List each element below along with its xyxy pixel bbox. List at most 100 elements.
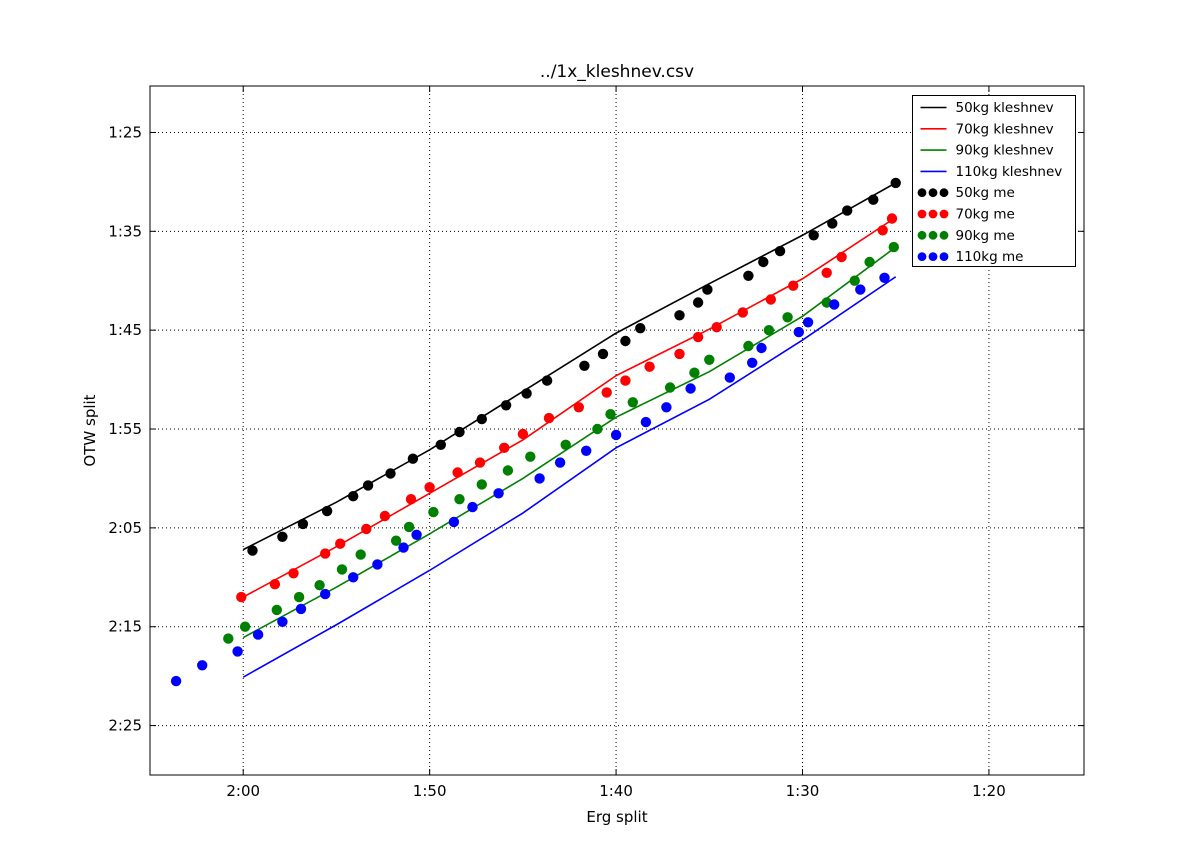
series-line-110kg-kleshnev [242, 276, 897, 678]
data-point [424, 482, 435, 493]
data-point [252, 629, 264, 640]
x-tick-label: 1:40 [599, 782, 633, 800]
legend-label: 90kg me [956, 228, 1015, 244]
data-point [467, 501, 478, 513]
data-point [888, 241, 899, 253]
data-point [372, 559, 383, 570]
legend-dot-swatch [928, 230, 938, 240]
data-point [398, 542, 409, 553]
legend-dot-swatch [917, 252, 927, 261]
data-point [362, 480, 374, 491]
data-point [320, 588, 331, 600]
data-point [664, 382, 676, 393]
data-point [644, 361, 655, 372]
data-point [348, 572, 359, 583]
data-point [879, 272, 890, 283]
data-point [277, 531, 288, 542]
data-point [886, 213, 898, 224]
data-point [581, 445, 592, 456]
plot-border [149, 85, 1085, 776]
legend-entry-90kg-kleshnev: 90kg kleshnev [920, 143, 1054, 159]
data-point [454, 494, 465, 505]
data-point [435, 439, 446, 450]
data-point [737, 307, 748, 318]
data-point [842, 205, 853, 216]
data-point [448, 516, 460, 528]
data-point [758, 256, 769, 268]
data-point [692, 331, 704, 343]
data-point [692, 297, 704, 308]
data-point [597, 348, 609, 360]
legend-entry-50kg-me: 50kg me [917, 185, 1015, 201]
data-point [579, 360, 590, 371]
data-point [829, 299, 840, 310]
data-point [774, 245, 786, 257]
legend-entry-70kg-kleshnev: 70kg kleshnev [920, 121, 1054, 137]
data-point [170, 675, 182, 687]
data-point [864, 256, 875, 268]
data-point [403, 521, 415, 533]
legend-entry-110kg-me: 110kg me [917, 249, 1024, 265]
legend-dot-swatch [917, 209, 927, 219]
data-point [236, 591, 247, 603]
data-point [223, 633, 234, 644]
legend-dot-swatch [939, 230, 949, 240]
data-point [877, 225, 888, 236]
data-point [747, 357, 758, 368]
data-point [247, 545, 258, 556]
data-point [793, 326, 804, 338]
data-point [407, 453, 419, 464]
data-point [601, 387, 612, 398]
data-point [502, 465, 514, 476]
data-point [788, 280, 799, 291]
x-tick-label: 1:20 [972, 782, 1006, 800]
data-point [271, 604, 282, 616]
legend-entry-90kg-me: 90kg me [917, 228, 1015, 244]
data-point [335, 538, 346, 549]
legend-dot-swatch [917, 188, 927, 198]
data-point [592, 423, 603, 435]
y-axis-label: OTW split [81, 394, 99, 466]
data-point [808, 230, 819, 241]
data-point [405, 494, 417, 505]
data-point [635, 323, 646, 334]
legend-label: 110kg kleshnev [956, 164, 1063, 180]
legend-label: 70kg me [956, 207, 1015, 223]
data-point [493, 488, 504, 499]
tick-marks [150, 86, 1084, 775]
data-point [782, 312, 793, 323]
legend-dot-swatch [928, 188, 938, 198]
y-tick-label: 1:45 [108, 321, 142, 339]
series-line-70kg-kleshnev [242, 216, 897, 598]
data-point [534, 473, 545, 484]
data-point [499, 442, 510, 453]
data-point [541, 375, 553, 386]
data-point [525, 451, 536, 462]
x-tick-label: 1:50 [413, 782, 447, 800]
y-tick-label: 1:55 [108, 420, 142, 438]
data-point [476, 479, 487, 490]
series-dots-90kg-me [223, 241, 899, 644]
data-point [724, 372, 735, 383]
data-point [827, 218, 838, 229]
legend-label: 90kg kleshnev [956, 143, 1054, 159]
y-tick-label: 1:35 [108, 222, 142, 240]
data-point [704, 354, 715, 365]
data-point [232, 646, 243, 657]
legend-dot-swatch [928, 252, 938, 261]
data-point [277, 616, 288, 627]
data-point [743, 340, 754, 352]
data-point [763, 325, 775, 336]
data-point [454, 426, 465, 438]
legend-label: 110kg me [956, 249, 1024, 265]
data-point [765, 294, 776, 305]
legend-dot-swatch [939, 252, 949, 261]
data-point [573, 402, 584, 413]
data-point [411, 529, 422, 540]
data-point [297, 518, 309, 530]
data-point [605, 409, 616, 420]
data-point [474, 457, 486, 468]
data-point [554, 457, 566, 468]
series-dots-50kg-me [247, 177, 901, 556]
